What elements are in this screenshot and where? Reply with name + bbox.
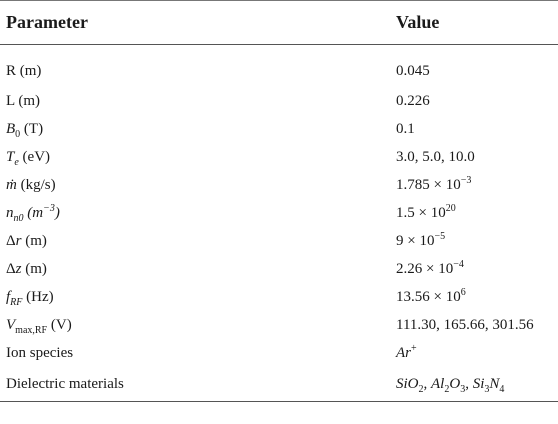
param-label: R (m) <box>6 62 42 79</box>
param-symbol: n <box>6 204 14 221</box>
value-base: 1.785 × 10 <box>396 176 461 193</box>
param-subscript: max,RF <box>15 324 48 336</box>
material-al2o3-o: O <box>449 375 461 392</box>
value-exponent: 20 <box>445 202 456 214</box>
param-cell: B0 (T) <box>0 115 396 143</box>
material-subscript: 3 <box>460 383 466 395</box>
table-row: Dielectric materials SiO2, Al2O3, Si3N4 <box>0 367 558 402</box>
value-exponent: −3 <box>460 174 472 186</box>
table-row: Ion species Ar+ <box>0 339 558 367</box>
param-cell: Te (eV) <box>0 143 396 171</box>
param-cell: Vmax,RF (V) <box>0 311 396 339</box>
value-cell: 3.0, 5.0, 10.0 <box>396 143 558 171</box>
value-text: 0.226 <box>396 92 430 109</box>
value-exponent: −4 <box>453 258 464 270</box>
value-cell: 13.56 × 106 <box>396 283 558 311</box>
param-label: Ion species <box>6 344 74 361</box>
table-row: R (m) 0.045 <box>0 45 558 88</box>
value-cell: 9 × 10−5 <box>396 227 558 255</box>
value-cell: 1.785 × 10−3 <box>396 171 558 199</box>
table-row: ṁ (kg/s) 1.785 × 10−3 <box>0 171 558 199</box>
param-label: Dielectric materials <box>6 375 124 392</box>
param-subscript: e <box>14 156 19 168</box>
param-cell: fRF (Hz) <box>0 283 396 311</box>
param-cell: ṁ (kg/s) <box>0 171 396 199</box>
table-row: Vmax,RF (V) 111.30, 165.66, 301.56 <box>0 311 558 339</box>
param-unit: (Hz) <box>22 288 54 305</box>
param-cell: nn0 (m−3) <box>0 199 396 227</box>
value-cell: 0.045 <box>396 45 558 88</box>
param-symbol: T <box>6 148 15 165</box>
separator: , <box>465 375 473 392</box>
param-subscript: 0 <box>15 128 21 140</box>
header-value: Value <box>396 0 558 45</box>
table-row: Δz (m) 2.26 × 10−4 <box>0 255 558 283</box>
table-row: Δr (m) 9 × 10−5 <box>0 227 558 255</box>
value-base: 13.56 × 10 <box>396 288 461 305</box>
param-symbol: z <box>15 260 22 277</box>
material-al2o3: Al <box>431 375 445 392</box>
param-unit: (m) <box>21 232 47 249</box>
param-cell: R (m) <box>0 45 396 88</box>
material-si3n4: Si <box>472 375 485 392</box>
value-base: 2.26 × 10 <box>396 260 454 277</box>
param-subscript: RF <box>10 296 23 308</box>
param-symbol: f <box>6 288 11 305</box>
value-cell: 0.1 <box>396 115 558 143</box>
table-row: nn0 (m−3) 1.5 × 1020 <box>0 199 558 227</box>
value-base: 1.5 × 10 <box>396 204 446 221</box>
param-label: L (m) <box>6 92 41 109</box>
value-superscript: + <box>411 342 417 354</box>
param-subscript: n0 <box>13 212 24 224</box>
value-text: 111.30, 165.66, 301.56 <box>396 316 534 333</box>
value-text: Ar <box>396 344 411 361</box>
table-row: Te (eV) 3.0, 5.0, 10.0 <box>0 143 558 171</box>
param-unit: (eV) <box>18 148 51 165</box>
param-unit: (V) <box>47 316 72 333</box>
param-prefix: Δ <box>6 260 16 277</box>
material-si3n4-n: N <box>489 375 500 392</box>
param-cell: Δz (m) <box>0 255 396 283</box>
value-cell: Ar+ <box>396 339 558 367</box>
value-cell: 111.30, 165.66, 301.56 <box>396 311 558 339</box>
header-row: Parameter Value <box>0 0 558 45</box>
table-row: L (m) 0.226 <box>0 87 558 115</box>
param-unit: (m <box>23 204 44 221</box>
param-symbol: B <box>6 120 16 137</box>
value-cell: SiO2, Al2O3, Si3N4 <box>396 367 558 402</box>
value-text: 0.045 <box>396 62 430 79</box>
param-unit-exponent: −3 <box>43 202 55 214</box>
value-exponent: −5 <box>434 230 446 242</box>
material-subscript: 3 <box>484 383 490 395</box>
material-sio2: SiO <box>396 375 419 392</box>
material-subscript: 2 <box>444 383 450 395</box>
table-row: fRF (Hz) 13.56 × 106 <box>0 283 558 311</box>
param-cell: Ion species <box>0 339 396 367</box>
value-cell: 0.226 <box>396 87 558 115</box>
param-symbol: ṁ <box>6 176 17 193</box>
param-unit: (T) <box>20 120 44 137</box>
param-cell: L (m) <box>0 87 396 115</box>
param-unit-close: ) <box>54 204 60 221</box>
material-subscript: 4 <box>499 383 505 395</box>
value-text: 0.1 <box>396 120 415 137</box>
param-prefix: Δ <box>6 232 16 249</box>
header-parameter: Parameter <box>0 0 396 45</box>
param-symbol: V <box>6 316 16 333</box>
separator: , <box>423 375 431 392</box>
param-unit: (m) <box>21 260 47 277</box>
param-unit: (kg/s) <box>16 176 56 193</box>
param-cell: Δr (m) <box>0 227 396 255</box>
parameter-table: Parameter Value R (m) 0.045 L (m) 0.226 … <box>0 0 558 402</box>
value-base: 9 × 10 <box>396 232 435 249</box>
material-subscript: 2 <box>418 383 424 395</box>
value-text: 3.0, 5.0, 10.0 <box>396 148 475 165</box>
table-row: B0 (T) 0.1 <box>0 115 558 143</box>
param-cell: Dielectric materials <box>0 367 396 402</box>
param-symbol: r <box>15 232 22 249</box>
value-cell: 2.26 × 10−4 <box>396 255 558 283</box>
value-cell: 1.5 × 1020 <box>396 199 558 227</box>
value-exponent: 6 <box>460 286 466 298</box>
